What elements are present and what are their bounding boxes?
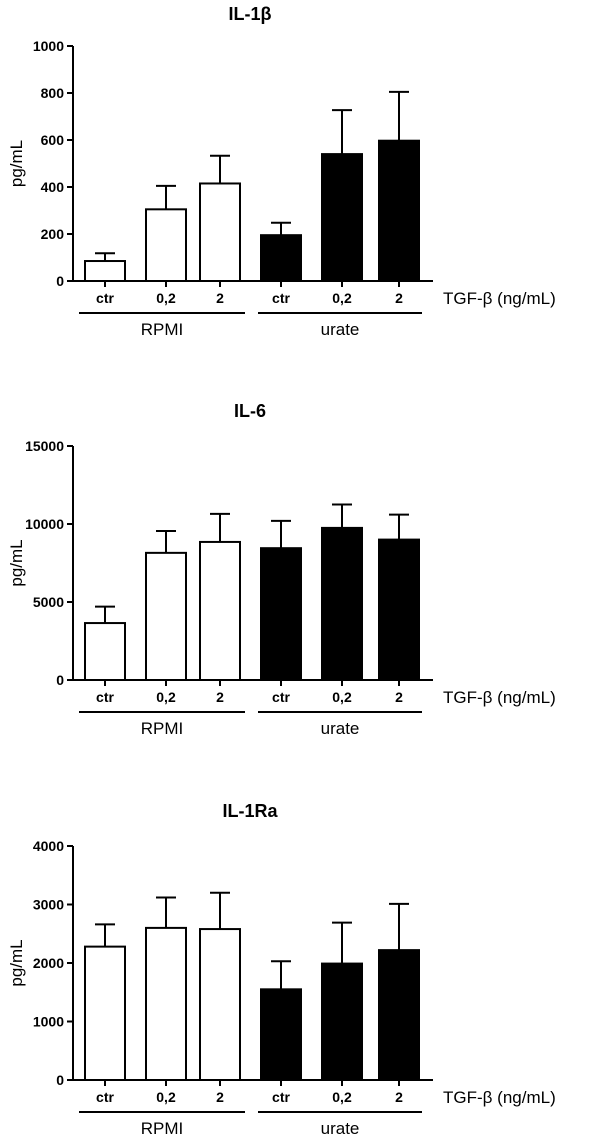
y-axis-label: pg/mL bbox=[7, 939, 26, 986]
x-tick-label: ctr bbox=[96, 290, 114, 306]
group-label: urate bbox=[321, 719, 360, 738]
chart-title: IL-1β bbox=[229, 4, 272, 24]
y-tick-label: 3000 bbox=[33, 897, 64, 913]
bar bbox=[378, 139, 420, 282]
y-tick-label: 1000 bbox=[33, 38, 64, 54]
x-tick-label: ctr bbox=[272, 290, 290, 306]
y-tick-label: 4000 bbox=[33, 838, 64, 854]
y-axis-label: pg/mL bbox=[7, 140, 26, 187]
y-axis-label: pg/mL bbox=[7, 539, 26, 586]
x-tick-label: 0,2 bbox=[332, 689, 352, 705]
x-tick-label: 0,2 bbox=[332, 290, 352, 306]
y-tick-label: 600 bbox=[41, 132, 65, 148]
x-tick-label: ctr bbox=[96, 1089, 114, 1105]
group-label: urate bbox=[321, 1119, 360, 1138]
bar bbox=[321, 526, 363, 682]
bar bbox=[199, 182, 241, 283]
bar bbox=[260, 547, 302, 681]
bar bbox=[145, 926, 187, 1082]
chart-title: IL-6 bbox=[234, 401, 266, 421]
bar bbox=[199, 540, 241, 681]
y-tick-label: 15000 bbox=[25, 438, 64, 454]
x-tick-label: ctr bbox=[96, 689, 114, 705]
x-tick-label: ctr bbox=[272, 689, 290, 705]
chart-title: IL-1Ra bbox=[222, 801, 278, 821]
y-tick-label: 200 bbox=[41, 226, 65, 242]
bar bbox=[378, 949, 420, 1081]
bar bbox=[145, 551, 187, 681]
group-label: RPMI bbox=[141, 719, 184, 738]
y-tick-label: 1000 bbox=[33, 1014, 64, 1030]
x-tick-label: 0,2 bbox=[156, 1089, 176, 1105]
y-tick-label: 0 bbox=[56, 672, 64, 688]
y-tick-label: 800 bbox=[41, 85, 65, 101]
x-tick-label: 2 bbox=[395, 689, 403, 705]
bar bbox=[260, 234, 302, 283]
bar bbox=[84, 260, 126, 282]
y-tick-label: 2000 bbox=[33, 955, 64, 971]
bar bbox=[145, 208, 187, 282]
bar bbox=[378, 538, 420, 681]
y-tick-label: 0 bbox=[56, 1072, 64, 1088]
x-tick-label: 0,2 bbox=[156, 290, 176, 306]
bar bbox=[84, 622, 126, 681]
bar bbox=[321, 962, 363, 1082]
group-label: RPMI bbox=[141, 320, 184, 339]
group-label: RPMI bbox=[141, 1119, 184, 1138]
x-tick-label: 0,2 bbox=[332, 1089, 352, 1105]
x-tick-label: ctr bbox=[272, 1089, 290, 1105]
bar bbox=[321, 153, 363, 283]
bar bbox=[84, 945, 126, 1081]
x-axis-label: TGF-β (ng/mL) bbox=[443, 688, 556, 707]
chart-panel-2 bbox=[67, 445, 433, 713]
x-tick-label: 2 bbox=[216, 290, 224, 306]
y-tick-label: 10000 bbox=[25, 516, 64, 532]
y-tick-label: 0 bbox=[56, 273, 64, 289]
chart-panel-1 bbox=[67, 45, 433, 314]
x-tick-label: 2 bbox=[395, 1089, 403, 1105]
y-tick-label: 400 bbox=[41, 179, 65, 195]
group-label: urate bbox=[321, 320, 360, 339]
x-tick-label: 2 bbox=[216, 1089, 224, 1105]
chart-panel-3 bbox=[67, 845, 433, 1113]
x-tick-label: 2 bbox=[216, 689, 224, 705]
x-axis-label: TGF-β (ng/mL) bbox=[443, 289, 556, 308]
y-tick-label: 5000 bbox=[33, 594, 64, 610]
x-tick-label: 2 bbox=[395, 290, 403, 306]
x-tick-label: 0,2 bbox=[156, 689, 176, 705]
x-axis-label: TGF-β (ng/mL) bbox=[443, 1088, 556, 1107]
bar bbox=[260, 988, 302, 1082]
bar bbox=[199, 928, 241, 1081]
